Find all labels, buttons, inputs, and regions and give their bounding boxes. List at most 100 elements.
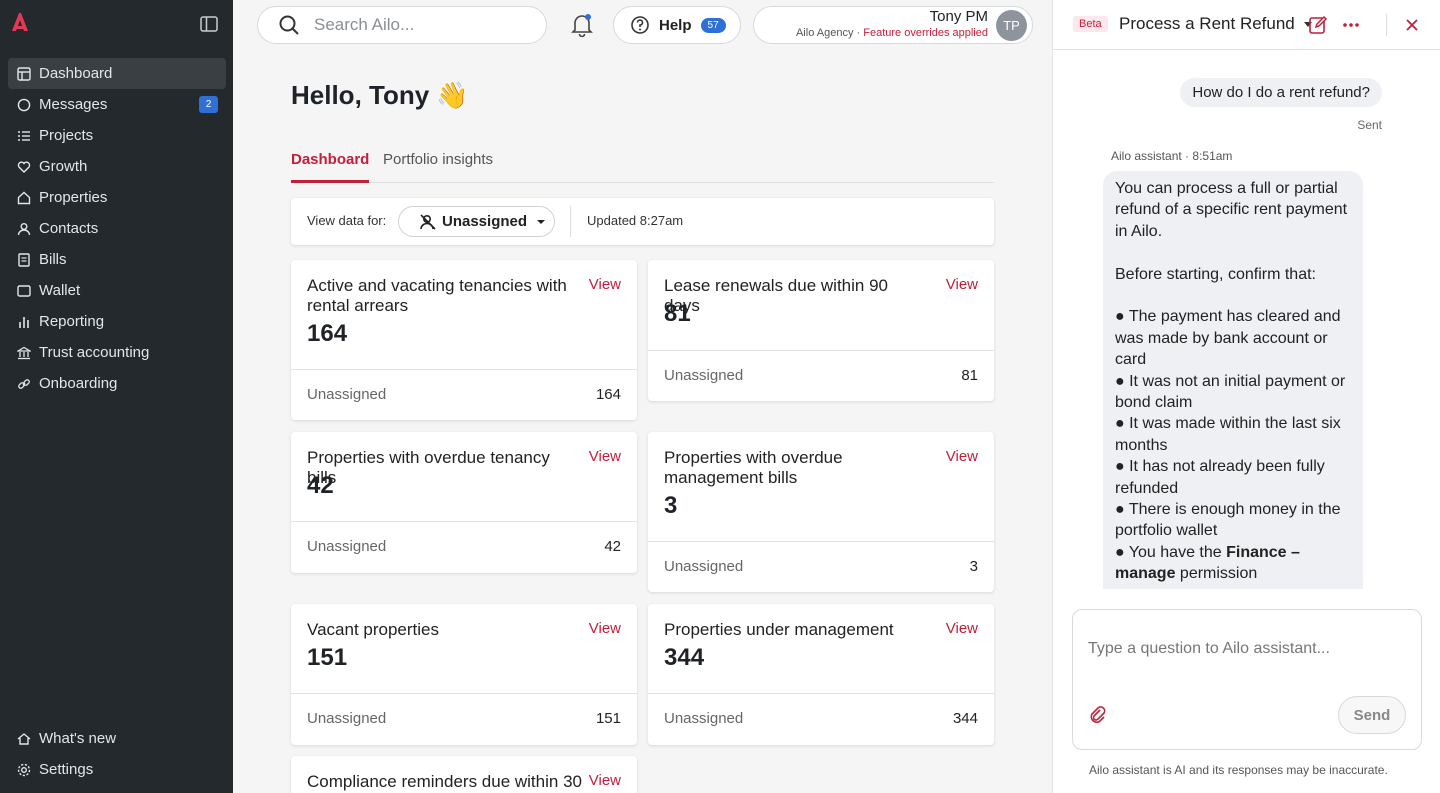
assistant-panel: Beta Process a Rent Refund How do I do a… — [1052, 0, 1440, 793]
card-title: Compliance reminders due within 30 — [307, 772, 582, 791]
heart-icon — [16, 159, 31, 174]
card-view-link[interactable]: View — [588, 448, 621, 465]
close-icon[interactable] — [1402, 15, 1422, 35]
tab-portfolio-insights[interactable]: Portfolio insights — [383, 151, 494, 168]
sparkle-icon — [16, 731, 31, 746]
sidebar-item-wallet[interactable]: Wallet — [8, 275, 226, 306]
answer-bullet: ● There is enough money in the portfolio… — [1115, 501, 1341, 540]
answer-bullet: ● It has not already been fully refunded — [1115, 458, 1325, 497]
card-divider — [648, 350, 994, 351]
bank-icon — [16, 345, 31, 360]
more-options-icon[interactable] — [1341, 15, 1361, 35]
answer-intro: You can process a full or partial refund… — [1115, 180, 1348, 240]
user-message-bubble: How do I do a rent refund? — [1180, 78, 1382, 107]
ailo-logo-icon[interactable] — [10, 12, 30, 32]
message-icon — [16, 97, 31, 112]
sidebar-item-properties[interactable]: Properties — [8, 182, 226, 213]
card-divider — [291, 521, 637, 522]
sidebar-item-label: What's new — [39, 730, 117, 747]
card-view-link[interactable]: View — [588, 772, 621, 789]
help-button[interactable]: Help 57 — [613, 6, 741, 44]
tab-dashboard[interactable]: Dashboard — [291, 151, 370, 183]
sidebar-item-reporting[interactable]: Reporting — [8, 306, 226, 337]
help-label: Help — [659, 16, 692, 34]
ai-disclaimer: Ailo assistant is AI and its responses m… — [1089, 763, 1388, 777]
card-footer-value: 344 — [952, 710, 978, 727]
beta-badge: Beta — [1073, 16, 1108, 32]
metric-card-overdue-management-bills: Properties with overdue management bills… — [648, 432, 994, 592]
card-divider — [291, 369, 637, 370]
card-title: Properties with overdue management bills — [664, 448, 843, 487]
bell-icon[interactable] — [571, 13, 593, 37]
sidebar-item-label: Settings — [39, 761, 94, 778]
sidebar-item-label: Dashboard — [39, 65, 113, 82]
dashboard-tabs: Dashboard Portfolio insights — [291, 150, 994, 183]
dashboard-icon — [16, 66, 31, 81]
answer-bullet: ● It was not an initial payment or bond … — [1115, 372, 1346, 412]
sidebar-item-trust-accounting[interactable]: Trust accounting — [8, 337, 226, 368]
card-title: Active and vacating tenancies with renta… — [307, 276, 567, 315]
user-profile-menu[interactable]: Tony PM Ailo Agency · Feature overrides … — [753, 6, 1033, 44]
avatar[interactable]: TP — [996, 10, 1027, 41]
sidebar: Dashboard Messages 2 Projects Growth Pro… — [0, 0, 233, 793]
chevron-down-icon — [537, 219, 546, 224]
sidebar-item-projects[interactable]: Projects — [8, 120, 226, 151]
metric-card-compliance-reminders: Compliance reminders due within 30 View — [291, 756, 637, 793]
attachment-icon[interactable] — [1088, 705, 1108, 725]
sidebar-header — [0, 0, 233, 50]
sidebar-item-onboarding[interactable]: Onboarding — [8, 368, 226, 399]
sidebar-item-label: Contacts — [39, 220, 99, 237]
send-button[interactable]: Send — [1338, 696, 1406, 734]
metric-card-overdue-tenancy-bills: Properties with overdue tenancy bills Vi… — [291, 432, 637, 573]
metric-card-rental-arrears: Active and vacating tenancies with renta… — [291, 260, 637, 420]
assistant-question-input[interactable] — [1088, 640, 1408, 680]
sidebar-item-messages[interactable]: Messages 2 — [8, 89, 226, 120]
assistant-message-bubble: You can process a full or partial refund… — [1103, 171, 1363, 589]
assistant-panel-header: Beta Process a Rent Refund — [1053, 0, 1440, 50]
metric-card-lease-renewals: Lease renewals due within 90 days View 8… — [648, 260, 994, 401]
link-icon — [16, 376, 31, 391]
help-count-badge: 57 — [700, 17, 726, 33]
card-footer-value: 42 — [604, 538, 621, 555]
sidebar-item-label: Projects — [39, 127, 94, 144]
card-view-link[interactable]: View — [588, 276, 621, 293]
sidebar-item-bills[interactable]: Bills — [8, 244, 226, 275]
card-view-link[interactable]: View — [945, 448, 978, 465]
sidebar-item-label: Wallet — [39, 282, 81, 299]
assistant-timestamp: 8:51am — [1192, 149, 1233, 163]
gear-icon — [16, 762, 31, 777]
page-title: Hello, Tony 👋 — [291, 80, 469, 110]
header-divider — [1386, 14, 1387, 36]
conversation-title-select[interactable]: Process a Rent Refund — [1119, 14, 1313, 34]
person-icon — [16, 221, 31, 236]
card-divider — [648, 541, 994, 542]
card-value: 81 — [664, 300, 691, 327]
bullet-text: ● You have the — [1115, 543, 1222, 561]
assignee-select[interactable]: Unassigned — [398, 206, 555, 237]
home-icon — [16, 190, 31, 205]
card-footer-label: Unassigned — [664, 558, 744, 575]
sidebar-item-label: Properties — [39, 189, 108, 206]
sidebar-item-contacts[interactable]: Contacts — [8, 213, 226, 244]
card-view-link[interactable]: View — [945, 620, 978, 637]
sidebar-toggle-icon[interactable] — [200, 15, 218, 33]
sidebar-item-growth[interactable]: Growth — [8, 151, 226, 182]
card-footer-label: Unassigned — [664, 367, 744, 384]
new-chat-icon[interactable] — [1308, 15, 1328, 35]
card-view-link[interactable]: View — [588, 620, 621, 637]
search-bar[interactable] — [257, 6, 547, 44]
card-footer-label: Unassigned — [664, 710, 744, 727]
metric-card-vacant-properties: Vacant properties View 151 Unassigned 15… — [291, 604, 637, 745]
agency-line: Ailo Agency · Feature overrides applied — [796, 27, 988, 39]
search-input[interactable] — [314, 15, 524, 35]
sidebar-item-settings[interactable]: Settings — [8, 754, 226, 785]
card-footer-label: Unassigned — [307, 538, 387, 555]
sidebar-item-dashboard[interactable]: Dashboard — [8, 58, 226, 89]
card-view-link[interactable]: View — [945, 276, 978, 293]
sidebar-item-whats-new[interactable]: What's new — [8, 723, 226, 754]
unassigned-user-icon — [420, 213, 436, 230]
card-value: 3 — [664, 492, 678, 519]
bill-icon — [16, 252, 31, 267]
agency-name: Ailo Agency — [795, 27, 854, 39]
card-footer-value: 164 — [595, 386, 621, 403]
